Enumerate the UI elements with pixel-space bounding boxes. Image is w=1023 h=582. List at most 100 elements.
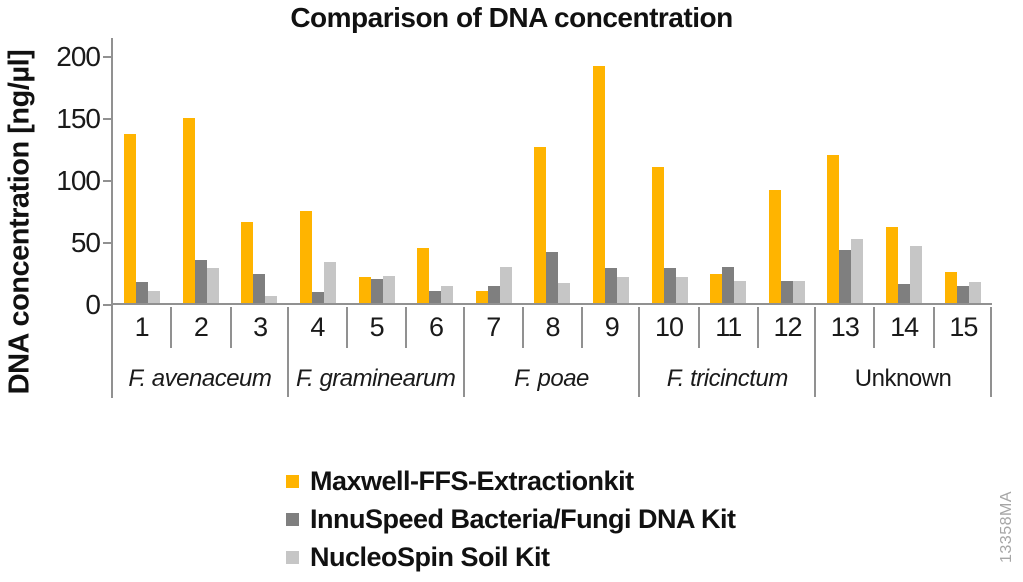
sample-group-9 xyxy=(582,57,641,303)
bar-maxwell-ffs-extractionkit-sample-14 xyxy=(886,227,899,303)
legend-item: NucleoSpin Soil Kit xyxy=(286,538,736,576)
legend-swatch-icon xyxy=(286,512,299,526)
bar-nucleospin-sample-5 xyxy=(382,276,395,303)
sample-group-13 xyxy=(816,57,875,303)
bar-nucleospin-sample-7 xyxy=(499,267,512,303)
plot-area xyxy=(113,57,992,305)
y-tick-label-0: 0 xyxy=(85,289,101,320)
x-label-sample-15: 15 xyxy=(949,312,978,342)
sample-group-4 xyxy=(289,57,348,303)
x-label-sample-6: 6 xyxy=(428,312,444,342)
bar-maxwell-ffs-extractionkit-sample-11 xyxy=(710,274,723,303)
bar-maxwell-ffs-extractionkit-sample-10 xyxy=(651,167,664,303)
bar-maxwell-ffs-extractionkit-sample-6 xyxy=(417,248,430,303)
legend-label: NucleoSpin Soil Kit xyxy=(310,541,550,572)
bar-innuspeed-sample-7 xyxy=(487,286,500,303)
x-label-sample-3: 3 xyxy=(253,312,268,342)
sample-group-3 xyxy=(230,57,289,303)
bar-nucleospin-sample-10 xyxy=(675,277,688,303)
bar-maxwell-ffs-extractionkit-sample-4 xyxy=(300,211,313,303)
sample-group-6 xyxy=(406,57,465,303)
x-group-label-f-tricinctum: F. tricinctum xyxy=(640,307,817,397)
x-label-sample-4: 4 xyxy=(289,307,349,348)
bar-nucleospin-sample-9 xyxy=(617,277,630,303)
bar-nucleospin-sample-1 xyxy=(148,291,161,303)
sample-group-12 xyxy=(758,57,817,303)
y-tick-mark-50 xyxy=(103,242,112,244)
y-tick-mark-150 xyxy=(103,118,112,120)
x-axis-sample-numbers: 1 2 3 4 5 6 7 8 9 10 11 12 13 14 15 xyxy=(113,307,992,348)
bar-innuspeed-sample-11 xyxy=(722,267,735,303)
bar-innuspeed-sample-12 xyxy=(780,281,793,303)
legend-label: InnuSpeed Bacteria/Fungi DNA Kit xyxy=(310,503,736,534)
y-tick-mark-0 xyxy=(103,304,112,306)
y-tick-label-50: 50 xyxy=(70,227,101,258)
bar-maxwell-ffs-extractionkit-sample-2 xyxy=(182,118,195,303)
x-label-sample-2: 2 xyxy=(172,307,232,348)
x-label-sample-9: 9 xyxy=(604,312,620,342)
bar-nucleospin-sample-2 xyxy=(206,268,219,303)
bar-innuspeed-sample-9 xyxy=(605,268,618,303)
bar-nucleospin-sample-11 xyxy=(734,281,747,303)
bar-maxwell-ffs-extractionkit-sample-12 xyxy=(768,190,781,303)
bar-innuspeed-sample-5 xyxy=(370,279,383,303)
bar-nucleospin-sample-14 xyxy=(910,246,923,303)
y-axis-line xyxy=(111,38,113,398)
bar-nucleospin-sample-15 xyxy=(968,282,981,303)
bar-innuspeed-sample-8 xyxy=(546,252,559,303)
bar-nucleospin-sample-12 xyxy=(792,281,805,303)
legend-item: Maxwell-FFS-Extractionkit xyxy=(286,462,736,500)
sample-group-10 xyxy=(640,57,699,303)
bar-maxwell-ffs-extractionkit-sample-9 xyxy=(593,66,606,303)
x-label-sample-1: 1 xyxy=(113,307,173,348)
bar-innuspeed-sample-6 xyxy=(429,291,442,303)
y-tick-label-150: 150 xyxy=(56,103,101,134)
x-label-sample-7: 7 xyxy=(465,307,524,348)
bar-maxwell-ffs-extractionkit-sample-3 xyxy=(241,222,254,303)
legend-swatch-icon xyxy=(286,474,299,488)
x-label-sample-14: 14 xyxy=(875,307,935,348)
legend-swatch-icon xyxy=(286,550,299,564)
x-label-sample-5: 5 xyxy=(348,307,408,348)
sample-group-11 xyxy=(699,57,758,303)
watermark-id: 13358MA xyxy=(998,491,1015,563)
sample-group-1 xyxy=(113,57,172,303)
bar-innuspeed-sample-3 xyxy=(253,274,266,303)
bar-innuspeed-sample-10 xyxy=(663,268,676,303)
x-label-sample-8: 8 xyxy=(524,307,584,348)
bar-nucleospin-sample-8 xyxy=(558,283,571,303)
sample-group-5 xyxy=(347,57,406,303)
sample-group-2 xyxy=(172,57,231,303)
sample-group-7 xyxy=(465,57,524,303)
bar-maxwell-ffs-extractionkit-sample-8 xyxy=(534,147,547,303)
legend-item: InnuSpeed Bacteria/Fungi DNA Kit xyxy=(286,500,736,538)
bar-maxwell-ffs-extractionkit-sample-1 xyxy=(124,134,137,303)
x-group-label-f-graminearum: F. graminearum xyxy=(289,307,465,397)
x-label-sample-11: 11 xyxy=(700,307,759,348)
x-group-label-unknown: Unknown xyxy=(816,307,992,397)
y-axis-label: DNA concentration [ng/µl] xyxy=(3,49,36,395)
bar-innuspeed-sample-15 xyxy=(956,286,969,303)
bar-maxwell-ffs-extractionkit-sample-15 xyxy=(944,272,957,303)
x-group-label-f-poae: F. poae xyxy=(465,307,641,397)
bar-maxwell-ffs-extractionkit-sample-7 xyxy=(475,291,488,303)
x-label-sample-13: 13 xyxy=(816,307,876,348)
bar-nucleospin-sample-4 xyxy=(324,262,337,303)
x-group-label-f-avenaceum: F. avenaceum xyxy=(113,307,289,397)
x-axis-species-groups: F. avenaceum F. graminearum F. poae F. tric… xyxy=(113,307,992,397)
y-tick-mark-200 xyxy=(103,56,112,58)
bar-innuspeed-sample-14 xyxy=(898,284,911,303)
legend: Maxwell-FFS-Extractionkit InnuSpeed Bacte… xyxy=(286,462,736,576)
bar-innuspeed-sample-4 xyxy=(312,292,325,303)
bar-maxwell-ffs-extractionkit-sample-13 xyxy=(827,155,840,303)
y-tick-label-200: 200 xyxy=(56,41,101,72)
x-label-sample-12: 12 xyxy=(773,312,803,342)
sample-group-14 xyxy=(875,57,934,303)
bar-innuspeed-sample-2 xyxy=(194,260,207,303)
bar-innuspeed-sample-13 xyxy=(839,250,852,303)
bar-innuspeed-sample-1 xyxy=(136,282,149,303)
sample-group-15 xyxy=(933,57,992,303)
bar-nucleospin-sample-3 xyxy=(265,296,278,303)
bar-nucleospin-sample-6 xyxy=(441,286,454,303)
